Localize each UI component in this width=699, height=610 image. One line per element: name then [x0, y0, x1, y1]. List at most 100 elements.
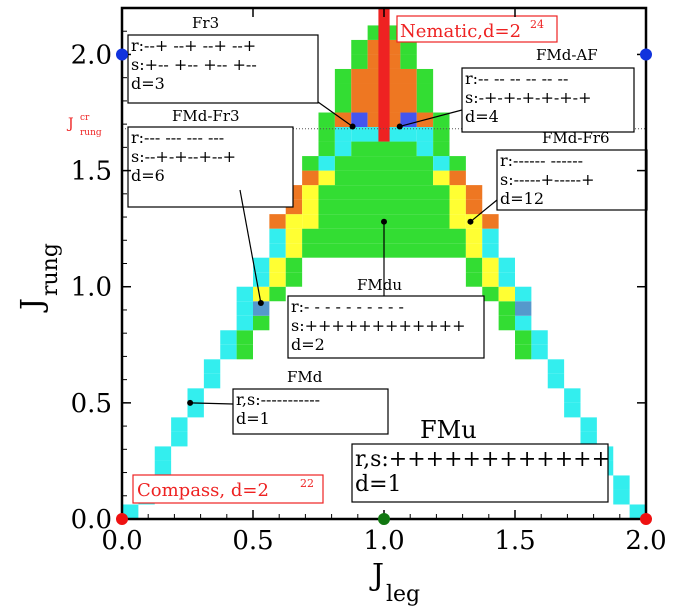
annotation-line-fmd-af: s:-+-+-+-+-+-+ — [465, 88, 591, 107]
phase-cell-fmd — [253, 258, 269, 273]
phase-cell-fmdu — [433, 142, 449, 157]
phase-cell-fmd — [237, 301, 253, 316]
phase-cell-fmd-fr6 — [450, 185, 466, 200]
phase-cell-special — [515, 301, 531, 316]
phase-cell-fr3 — [302, 171, 318, 186]
phase-cell-fmd — [417, 142, 433, 157]
annotation-line-fmd-fr6: s:-----+-----+ — [500, 170, 594, 189]
annotation-dot-fmd — [187, 400, 193, 406]
phase-cell-fmdu — [450, 156, 466, 171]
x-tick-label: 0.5 — [232, 526, 273, 556]
annotation-line-fmdu: d=2 — [291, 335, 325, 354]
phase-cell-fmdu — [466, 272, 482, 287]
phase-cell-fmdu — [417, 83, 433, 98]
phase-cell-fmd-fr3 — [302, 200, 318, 215]
phase-cell-fmd — [269, 243, 285, 258]
annotation-line-fmd-fr6: d=12 — [500, 189, 544, 208]
phase-cell-fmdu — [335, 83, 351, 98]
phase-cell-fmd-fr3 — [286, 229, 302, 244]
phase-cell-fr3 — [466, 200, 482, 215]
phase-cell-fmdu — [319, 185, 450, 200]
y-tick-label: 2.0 — [71, 40, 112, 70]
phase-cell-fmdu — [335, 98, 351, 113]
phase-cell-fmdu — [286, 258, 302, 273]
phase-cell-fmd — [531, 330, 547, 345]
y-tick-label: 0.0 — [71, 505, 112, 535]
phase-cell-fr3 — [450, 171, 466, 186]
nematic-label: Nematic,d=2 — [400, 21, 521, 42]
phase-cell-fmdu — [433, 127, 449, 142]
phase-cell-fmdu — [499, 301, 515, 316]
phase-cell-fmd — [548, 359, 564, 374]
annotation-title-fmd-fr3: FMd-Fr3 — [172, 107, 240, 125]
phase-cell-fmd-fr6 — [499, 287, 515, 302]
phase-cell-fmd — [433, 156, 449, 171]
phase-cell-fmd-fr6 — [466, 243, 482, 258]
phase-cell-fmd-fr6 — [433, 171, 449, 186]
x-axis-label-sub: leg — [386, 582, 420, 607]
annotation-line-fmd-af: r:-- -- -- -- -- -- — [465, 69, 568, 88]
phase-cell-fmd — [237, 287, 253, 302]
phase-cell-fmdu — [237, 345, 253, 360]
phase-cell-fmd-fr6 — [482, 272, 498, 287]
phase-cell-fmd — [531, 345, 547, 360]
x-tick-label: 1.0 — [363, 526, 404, 556]
x-axis-label: J — [369, 558, 384, 593]
annotation-line-fmu: r,s:++++++++++++ — [355, 447, 610, 472]
annotation-dot-fmd-fr6 — [467, 219, 473, 225]
annotation-title-fmd: FMd — [287, 368, 323, 386]
annotation-line-fr3: s:+-- +-- +-- +-- — [131, 55, 257, 74]
phase-cell-fmd — [171, 432, 187, 447]
phase-cell-fmd — [335, 142, 351, 157]
special-point — [378, 513, 390, 525]
annotation-title-fr3: Fr3 — [192, 14, 219, 32]
phase-cell-fmd — [237, 316, 253, 331]
annotation-line-fr3: r:--+ --+ --+ --+ — [131, 36, 256, 55]
phase-cell-fmd — [581, 417, 597, 432]
annotation-dot-fmd-af — [397, 123, 403, 129]
phase-cell-fmd — [564, 403, 580, 418]
nematic-bar — [378, 8, 389, 142]
annotation-title-fmd-af: FMd-AF — [536, 46, 598, 64]
phase-cell-fr3 — [482, 214, 498, 229]
phase-cell-fmd-fr3 — [319, 171, 335, 186]
phase-cell-fmd-af — [400, 113, 416, 128]
annotation-dot-fmd-fr3 — [258, 300, 264, 306]
phase-cell-fmd-fr3 — [302, 185, 318, 200]
phase-cell-fmd — [515, 316, 531, 331]
annotation-title-fmdu: FMdu — [357, 276, 402, 294]
annotation-line-fmd-fr3: r:--- --- --- --- — [131, 128, 224, 147]
nematic-bar-group — [378, 8, 389, 142]
annotation-line-fr3: d=3 — [131, 74, 165, 93]
phase-cell-fmdu — [319, 142, 335, 157]
critical-line-sub: rung — [80, 128, 102, 138]
phase-cell-fmd — [155, 461, 171, 476]
phase-cell-fmd-fr6 — [466, 229, 482, 244]
annotation-line-fmu: d=1 — [355, 472, 402, 497]
phase-cell-fmdu — [351, 54, 367, 69]
phase-cell-fmdu — [302, 156, 318, 171]
phase-cell-fmdu — [417, 98, 433, 113]
critical-line-sup: cr — [80, 113, 90, 123]
phase-cell-fmd-fr3 — [286, 214, 302, 229]
y-axis-label-sub: rung — [38, 243, 63, 296]
annotation-dot-fr3 — [350, 123, 356, 129]
phase-cell-fmdu — [515, 330, 531, 345]
phase-cell-fmdu — [466, 258, 482, 273]
phase-cell-fmd — [220, 345, 236, 360]
phase-cell-fmd — [155, 446, 171, 461]
y-axis-label-group: Jrung — [15, 243, 63, 313]
phase-cell-fmdu — [482, 287, 498, 302]
phase-cell-fmdu — [433, 113, 449, 128]
annotation-line-fmdu: r:- - - - - - - - - - — [291, 297, 404, 316]
x-tick-label: 1.5 — [494, 526, 535, 556]
phase-cell-fmd-fr6 — [450, 214, 466, 229]
phase-cell-fmd — [613, 490, 629, 505]
annotation-line-fmd: r,s:----------- — [236, 390, 320, 409]
phase-cell-fmdu — [400, 54, 416, 69]
annotation-dot-fmdu — [381, 219, 387, 225]
phase-cell-fr3 — [466, 185, 482, 200]
phase-cell-fmd — [499, 258, 515, 273]
phase-cell-fmd-fr3 — [269, 272, 285, 287]
phase-cell-fmd — [564, 388, 580, 403]
